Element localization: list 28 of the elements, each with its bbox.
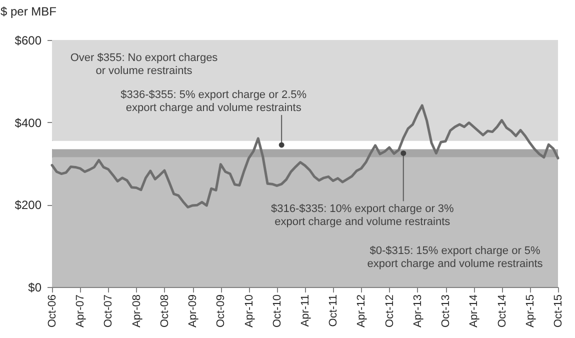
y-axis-title: $ per MBF <box>0 4 57 18</box>
x-tick-label: Oct-12 <box>384 294 396 328</box>
annotation: $0-$315: 15% export charge or 5% export charge and volume restraints <box>367 245 544 270</box>
x-tick-label: Oct-14 <box>496 294 508 328</box>
y-tick-label: $400 <box>14 116 42 130</box>
y-tick-label: $0 <box>28 280 42 294</box>
annotation: $336-$355: 5% export charge or 2.5% export charge and volume restraints <box>120 88 307 114</box>
annotation: $316-$335: 10% export charge or 3% export charge and volume restraints <box>270 203 454 228</box>
x-tick-label: Oct-11 <box>328 294 340 327</box>
x-tick-label: Apr-14 <box>468 294 480 328</box>
x-tick-label: Apr-08 <box>130 294 143 328</box>
x-tick-label: Apr-07 <box>74 294 87 328</box>
x-tick-label: Apr-10 <box>243 294 256 328</box>
x-tick-label: Apr-13 <box>412 294 424 328</box>
x-tick-label: Oct-13 <box>440 294 452 328</box>
x-tick-label: Apr-11 <box>300 294 312 327</box>
x-tick-label: Oct-06 <box>46 294 58 328</box>
y-tick-label: $200 <box>14 198 42 212</box>
x-tick-label: Oct-15 <box>552 294 564 328</box>
x-tick-label: Oct-10 <box>271 294 284 328</box>
y-tick-label: $600 <box>14 34 42 48</box>
x-tick-label: Oct-09 <box>215 294 228 328</box>
x-tick-label: Apr-09 <box>187 294 200 328</box>
x-tick-label: Oct-07 <box>102 294 115 328</box>
x-tick-label: Oct-08 <box>158 294 171 328</box>
x-tick-label: Apr-15 <box>524 294 536 328</box>
annotation: Over $355: No export charges or volume restraints <box>70 52 218 77</box>
x-tick-label: Apr-12 <box>356 294 368 328</box>
